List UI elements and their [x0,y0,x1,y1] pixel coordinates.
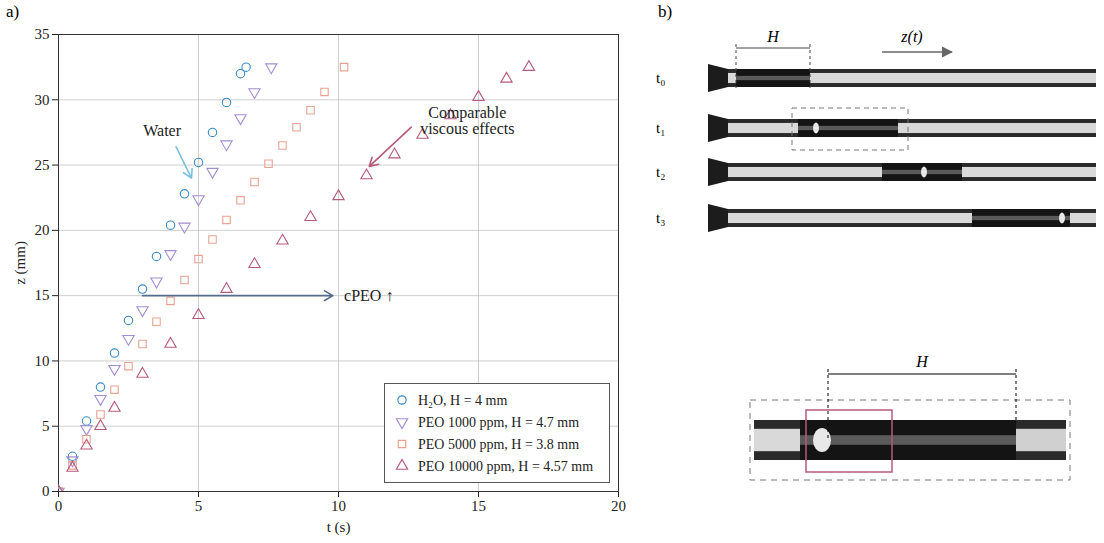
svg-text:z (mm): z (mm) [12,241,29,285]
svg-text:t₂: t₂ [656,164,665,180]
svg-text:30: 30 [35,92,50,108]
svg-text:20: 20 [35,222,50,238]
svg-text:PEO 1000 ppm, H = 4.7 mm: PEO 1000 ppm, H = 4.7 mm [418,415,579,430]
svg-text:PEO 5000 ppm, H = 3.8 mm: PEO 5000 ppm, H = 3.8 mm [418,437,579,452]
svg-text:Water: Water [143,122,181,139]
svg-text:H: H [766,28,780,45]
svg-text:PEO 10000 ppm, H = 4.57 mm: PEO 10000 ppm, H = 4.57 mm [418,459,593,474]
svg-text:cPEO ↑: cPEO ↑ [344,287,393,304]
svg-text:5: 5 [42,418,50,434]
svg-text:t₁: t₁ [656,120,665,136]
svg-text:t₃: t₃ [656,210,665,226]
svg-text:0: 0 [55,498,63,514]
svg-text:25: 25 [35,157,50,173]
svg-text:t (s): t (s) [327,519,351,536]
svg-text:35: 35 [35,26,50,42]
svg-text:20: 20 [611,498,626,514]
svg-text:15: 15 [471,498,486,514]
svg-text:15: 15 [35,287,50,303]
svg-text:z(t): z(t) [900,28,922,46]
svg-text:H: H [915,353,929,370]
html-text:b): b) [658,2,673,21]
svg-text:Comparableviscous effects: Comparableviscous effects [420,104,514,137]
svg-text:10: 10 [35,353,50,369]
svg-text:H₂O, H = 4 mm: H₂O, H = 4 mm [418,393,507,408]
svg-text:0: 0 [42,483,50,499]
svg-text:5: 5 [195,498,203,514]
svg-text:t₀: t₀ [656,70,665,86]
html-text:a): a) [6,2,20,21]
svg-text:10: 10 [331,498,346,514]
